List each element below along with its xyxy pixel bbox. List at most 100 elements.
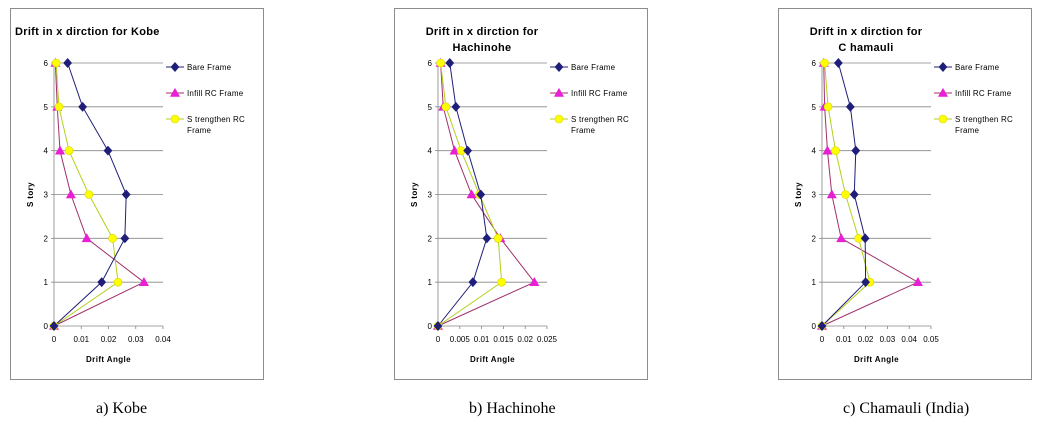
- y-tick-label: 0: [812, 322, 817, 331]
- caption-chamauli: c) Chamauli (India): [843, 400, 970, 417]
- strengthen-rc-frame-point: [54, 102, 64, 112]
- y-tick-label: 3: [812, 191, 817, 200]
- y-tick-label: 5: [428, 103, 433, 112]
- y-tick-label: 0: [428, 322, 433, 331]
- bare-frame-point: [103, 145, 113, 156]
- bare-frame-point: [49, 321, 59, 331]
- x-axis-label: Drift Angle: [86, 355, 131, 364]
- chart-panel-kobe: Drift in x dirction for Kobe 0 1 2 3 4 5 6 0 0.01…: [10, 8, 264, 380]
- y-tick-label: 2: [812, 234, 817, 243]
- y-tick-label: 2: [428, 234, 433, 243]
- bare-frame-point: [97, 277, 107, 288]
- infill-rc-frame-point: [912, 277, 923, 286]
- y-tick-label: 4: [812, 147, 817, 156]
- x-tick-label: 0: [436, 335, 441, 344]
- chart-kobe: Drift in x dirction for Kobe 0 1 2 3 4 5 6 0 0.01…: [15, 26, 245, 364]
- legend-label-strengthen-rc-frame: S trengthen RC: [955, 115, 1013, 124]
- chart-panel-hachinohe: Drift in x dirction for Hachinohe 0 1 2 3 4 5 6 0…: [394, 8, 648, 380]
- strengthen-rc-frame-point: [108, 234, 117, 243]
- legend-label-bare-frame: Bare Frame: [955, 63, 1000, 72]
- x-tick-label: 0.01: [836, 335, 852, 344]
- chart-title: C hamauli: [838, 42, 893, 54]
- legend-label-strengthen-rc-frame: Frame: [955, 126, 979, 135]
- x-tick-label: 0.005: [450, 335, 471, 344]
- legend-label-strengthen-rc-frame: Frame: [187, 126, 211, 135]
- y-tick-label: 1: [812, 278, 817, 287]
- legend-marker-bare-frame: [554, 62, 564, 72]
- bare-frame-point: [482, 233, 492, 244]
- caption-kobe: a) Kobe: [96, 400, 148, 417]
- y-tick-label: 4: [44, 147, 49, 156]
- strengthen-rc-frame-point: [841, 190, 850, 199]
- legend-marker-strengthen-rc-frame: [938, 114, 948, 124]
- bare-frame-point: [463, 145, 473, 156]
- chart-title: Drift in x dirction for Kobe: [15, 26, 160, 38]
- bare-frame-point: [445, 58, 455, 68]
- x-tick-label: 0.01: [474, 335, 490, 344]
- bare-frame-point: [851, 145, 861, 156]
- legend-label-strengthen-rc-frame: S trengthen RC: [571, 115, 629, 124]
- legend-marker-strengthen-rc-frame: [554, 114, 564, 124]
- strengthen-rc-frame-point: [831, 146, 840, 155]
- x-tick-label: 0.04: [155, 335, 171, 344]
- infill-rc-frame-point: [822, 145, 833, 155]
- x-tick-label: 0: [820, 335, 825, 344]
- y-tick-label: 2: [44, 234, 49, 243]
- strengthen-rc-frame-point: [497, 277, 506, 287]
- y-tick-label: 4: [428, 147, 433, 156]
- x-axis-label: Drift Angle: [470, 355, 515, 364]
- bare-frame-point: [817, 321, 827, 331]
- legend-marker-infill-rc-frame: [553, 87, 565, 97]
- y-tick-label: 5: [44, 103, 49, 112]
- y-axis-label: S tory: [794, 182, 803, 207]
- legend-label-bare-frame: Bare Frame: [571, 63, 616, 72]
- legend-label-infill-rc-frame: Infill RC Frame: [571, 89, 628, 98]
- legend-label-infill-rc-frame: Infill RC Frame: [187, 89, 244, 98]
- strengthen-rc-frame-point: [113, 277, 123, 287]
- infill-rc-frame-point: [65, 189, 76, 199]
- strengthen-rc-frame-point: [823, 102, 833, 112]
- bare-frame-point: [120, 233, 130, 244]
- infill-rc-frame-point: [826, 189, 837, 199]
- x-tick-label: 0.02: [101, 335, 117, 344]
- legend-marker-strengthen-rc-frame: [170, 114, 180, 124]
- legend-marker-infill-rc-frame: [937, 87, 949, 97]
- strengthen-rc-frame-point: [441, 102, 451, 112]
- caption-hachinohe: b) Hachinohe: [469, 400, 556, 417]
- legend-marker-bare-frame: [170, 62, 180, 72]
- x-tick-label: 0.05: [923, 335, 939, 344]
- infill-rc-frame-point: [529, 277, 540, 286]
- strengthen-rc-frame-point: [436, 58, 445, 68]
- legend-label-bare-frame: Bare Frame: [187, 63, 232, 72]
- y-axis-label: S tory: [26, 182, 35, 207]
- x-tick-label: 0.04: [901, 335, 917, 344]
- bare-frame-point: [861, 277, 871, 288]
- chart-hachinohe: Drift in x dirction for Hachinohe 0 1 2 3 4 5 6 0…: [410, 26, 629, 364]
- y-tick-label: 6: [812, 59, 817, 68]
- legend-marker-infill-rc-frame: [169, 87, 181, 97]
- x-tick-label: 0.02: [858, 335, 874, 344]
- x-tick-label: 0: [52, 335, 57, 344]
- y-tick-label: 1: [44, 278, 49, 287]
- y-tick-label: 3: [44, 191, 49, 200]
- infill-rc-frame-point: [138, 277, 149, 286]
- strengthen-rc-frame-point: [493, 234, 503, 243]
- bare-frame-point: [121, 189, 131, 200]
- bare-frame-point: [433, 321, 443, 331]
- bare-frame-point: [78, 101, 88, 112]
- x-tick-label: 0.03: [880, 335, 896, 344]
- y-tick-label: 6: [44, 59, 49, 68]
- chart-title: Hachinohe: [453, 42, 512, 54]
- infill-rc-frame-point: [466, 189, 477, 199]
- x-tick-label: 0.01: [73, 335, 89, 344]
- strengthen-rc-frame-point: [64, 146, 74, 155]
- legend-marker-bare-frame: [938, 62, 948, 72]
- bare-frame-point: [833, 58, 843, 68]
- chart-panel-chamauli: Drift in x dirction for C hamauli 0 1 2 3 4 5 6 0…: [778, 8, 1032, 380]
- bare-frame-point: [468, 277, 478, 288]
- x-axis-label: Drift Angle: [854, 355, 899, 364]
- y-tick-label: 0: [44, 322, 49, 331]
- y-tick-label: 5: [812, 103, 817, 112]
- x-tick-label: 0.03: [128, 335, 144, 344]
- legend-label-infill-rc-frame: Infill RC Frame: [955, 89, 1012, 98]
